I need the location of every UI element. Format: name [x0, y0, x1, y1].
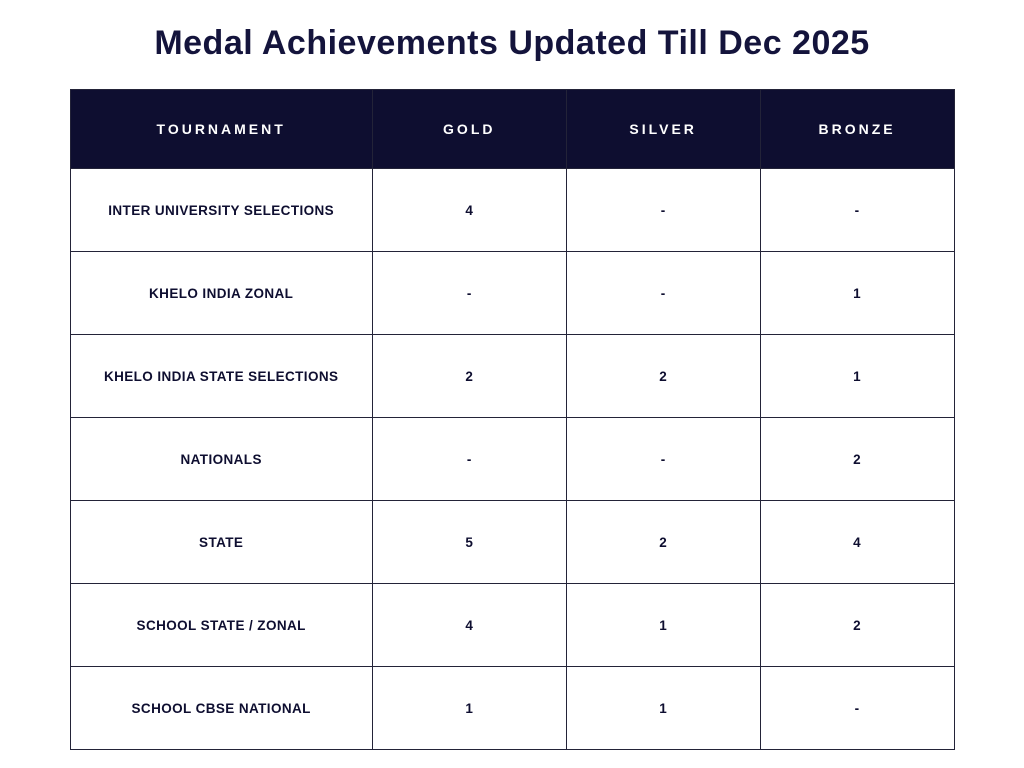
silver-cell: - [565, 251, 761, 335]
table-header: TOURNAMENT GOLD SILVER BRONZE [69, 89, 955, 169]
tournament-cell: INTER UNIVERSITY SELECTIONS [69, 168, 373, 252]
table-row: SCHOOL CBSE NATIONAL 1 1- [69, 666, 955, 750]
bronze-cell: 4 [759, 500, 955, 584]
tournament-cell: KHELO INDIA STATE SELECTIONS [69, 334, 373, 418]
table-row: SCHOOL STATE / ZONAL 4 1 2 [69, 583, 955, 667]
bronze-cell: 2 [759, 583, 955, 667]
table-row: KHELO INDIA STATE SELECTIONS 2 2 1 [69, 334, 955, 418]
table-row: STATE 5 2 4 [69, 500, 955, 584]
gold-cell: - [371, 251, 567, 335]
column-header-tournament: TOURNAMENT [69, 89, 373, 169]
bronze-cell: 1 [759, 334, 955, 418]
medal-table: TOURNAMENT GOLD SILVER BRONZE INTER UNIV… [69, 89, 955, 750]
gold-cell: 2 [371, 334, 567, 418]
silver-cell: - [565, 417, 761, 501]
bronze-cell: - [759, 666, 955, 750]
silver-cell: 1 [565, 666, 761, 750]
tournament-cell: SCHOOL CBSE NATIONAL [69, 666, 373, 750]
bronze-cell: - [759, 168, 955, 252]
silver-cell: 1 [565, 583, 761, 667]
page-title: Medal Achievements Updated Till Dec 2025 [154, 24, 870, 62]
medal-table-container: TOURNAMENT GOLD SILVER BRONZE INTER UNIV… [69, 89, 955, 750]
gold-cell: 4 [371, 168, 567, 252]
tournament-cell: SCHOOL STATE / ZONAL [69, 583, 373, 667]
gold-cell: 4 [371, 583, 567, 667]
gold-cell: 1 [371, 666, 567, 750]
tournament-cell: STATE [69, 500, 373, 584]
bronze-cell: 1 [759, 251, 955, 335]
bronze-cell: 2 [759, 417, 955, 501]
table-row: INTER UNIVERSITY SELECTIONS 4- - [69, 168, 955, 252]
tournament-cell: KHELO INDIA ZONAL [69, 251, 373, 335]
gold-cell: 5 [371, 500, 567, 584]
silver-cell: - [565, 168, 761, 252]
table-header-row: TOURNAMENT GOLD SILVER BRONZE [69, 89, 955, 169]
table-body: INTER UNIVERSITY SELECTIONS 4- - KHELO INDI… [69, 168, 955, 750]
table-row: NATIONALS - -2 [69, 417, 955, 501]
column-header-silver: SILVER [565, 89, 761, 169]
silver-cell: 2 [565, 334, 761, 418]
silver-cell: 2 [565, 500, 761, 584]
column-header-bronze: BRONZE [759, 89, 955, 169]
column-header-gold: GOLD [371, 89, 567, 169]
gold-cell: - [371, 417, 567, 501]
tournament-cell: NATIONALS [69, 417, 373, 501]
table-row: KHELO INDIA ZONAL - -1 [69, 251, 955, 335]
